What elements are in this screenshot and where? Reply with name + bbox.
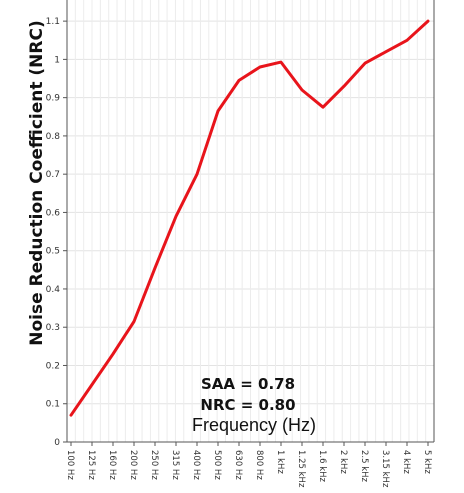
y-tick-label: 0.9 bbox=[46, 94, 61, 104]
y-tick-label: 0 bbox=[54, 438, 60, 448]
annotation-saa: SAA = 0.78 bbox=[201, 375, 295, 393]
y-ticks: 0 0.1 0.2 0.3 0.4 0.5 0.6 0.7 0.8 0.9 1 1.1 bbox=[46, 17, 67, 448]
x-tick-label: 1.25 kHz bbox=[296, 450, 306, 488]
x-tick-label: 400 Hz bbox=[191, 450, 201, 480]
series bbox=[69, 19, 430, 417]
series-line bbox=[69, 19, 430, 417]
x-tick-label: 200 Hz bbox=[128, 450, 138, 480]
x-tick-label: 250 Hz bbox=[149, 450, 159, 480]
y-axis-label: Noise Reduction Coefficient (NRC) bbox=[27, 20, 47, 345]
axes bbox=[66, 0, 435, 443]
y-tick-label: 0.8 bbox=[46, 132, 61, 142]
y-tick-label: 0.6 bbox=[46, 208, 61, 218]
x-ticks: 100 Hz 125 Hz 160 Hz 200 Hz 250 Hz 315 Hz 400 … bbox=[65, 442, 432, 488]
y-tick-label: 0.2 bbox=[46, 361, 60, 371]
x-tick-label: 1.6 kHz bbox=[317, 450, 327, 483]
y-tick-label: 0.1 bbox=[46, 400, 60, 410]
y-tick-label: 0.4 bbox=[46, 285, 61, 295]
y-tick-label: 1 bbox=[54, 55, 60, 65]
x-tick-label: 125 Hz bbox=[86, 450, 96, 480]
y-tick-label: 1.1 bbox=[46, 17, 60, 27]
x-tick-label: 5 kHz bbox=[422, 450, 432, 474]
x-tick-label: 100 Hz bbox=[65, 450, 75, 480]
x-tick-label: 2 kHz bbox=[338, 450, 348, 474]
y-tick-label: 0.3 bbox=[46, 323, 60, 333]
x-axis-label: Frequency (Hz) bbox=[192, 415, 316, 435]
y-tick-label: 0.7 bbox=[46, 170, 60, 180]
x-tick-label: 4 kHz bbox=[401, 450, 411, 474]
x-tick-label: 1 kHz bbox=[275, 450, 285, 474]
x-tick-label: 630 Hz bbox=[233, 450, 243, 480]
y-tick-label: 0.5 bbox=[46, 247, 60, 257]
x-tick-label: 160 Hz bbox=[107, 450, 117, 480]
annotation-nrc: NRC = 0.80 bbox=[200, 396, 295, 414]
x-tick-label: 2.5 kHz bbox=[359, 450, 369, 483]
x-tick-label: 800 Hz bbox=[254, 450, 264, 480]
x-tick-label: 315 Hz bbox=[170, 450, 180, 480]
x-tick-label: 3.15 kHz bbox=[380, 450, 390, 488]
x-tick-label: 500 Hz bbox=[212, 450, 222, 480]
